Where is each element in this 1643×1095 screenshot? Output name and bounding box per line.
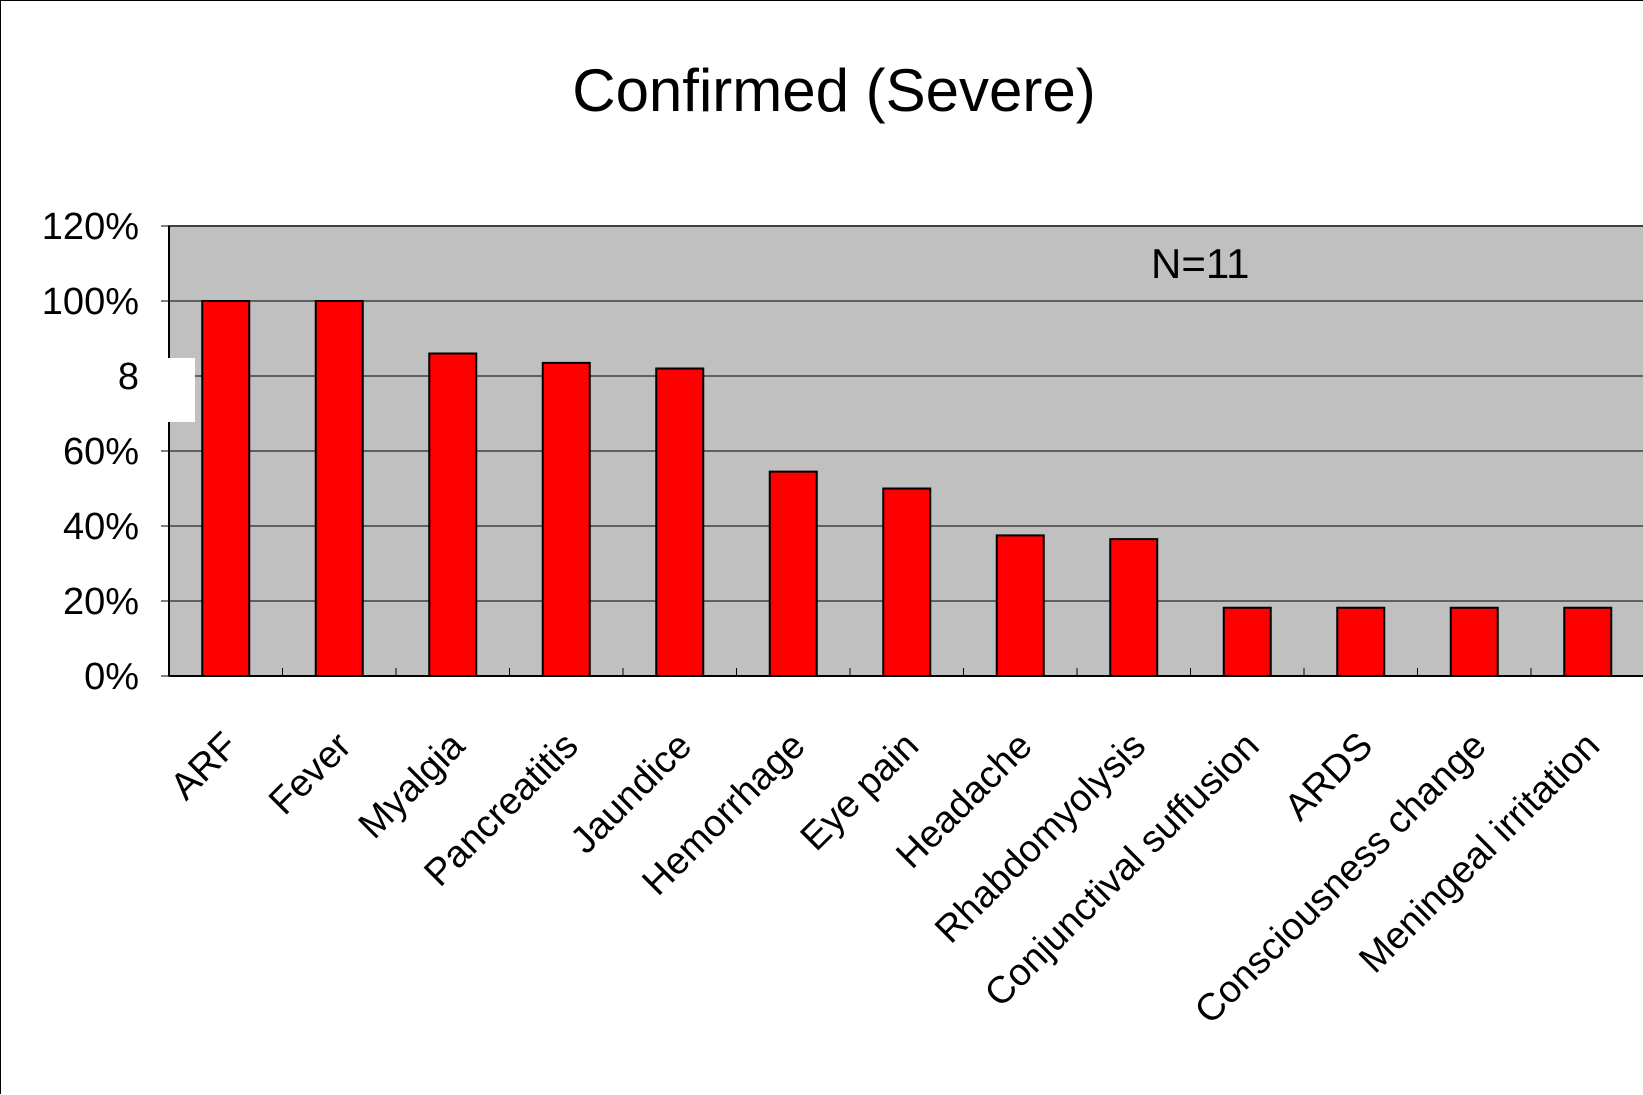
bar <box>314 300 364 677</box>
y-tick-label: 40% <box>63 506 139 548</box>
label-mask <box>139 358 195 422</box>
bar <box>1563 606 1613 677</box>
x-tick-label: ARF <box>163 725 246 808</box>
bar <box>655 367 705 677</box>
bar <box>995 534 1045 677</box>
y-tick-label: 60% <box>63 431 139 473</box>
y-tick-label: 120% <box>42 206 139 248</box>
bar <box>1222 606 1272 677</box>
bar <box>541 361 591 677</box>
bar <box>882 487 932 677</box>
bar <box>428 352 478 677</box>
bars <box>201 300 1613 677</box>
x-axis-ticks: ARF FeverMyalgiaPancreatitisJaundiceHemor… <box>163 668 1608 1032</box>
bar <box>1449 606 1499 677</box>
bar <box>768 470 818 677</box>
sample-size-annotation: N=11 <box>1151 240 1249 287</box>
chart-title: Confirmed (Severe) <box>572 57 1096 124</box>
bar <box>1336 606 1386 677</box>
bar <box>1109 538 1159 677</box>
y-tick-label: 8 <box>118 356 139 398</box>
y-tick-label: 0% <box>84 656 139 698</box>
x-tick-label: Rhabdomyolysis <box>927 725 1154 952</box>
x-tick-label: ARDS <box>1277 725 1381 829</box>
x-tick-label: Fever <box>261 724 360 823</box>
y-tick-label: 20% <box>63 581 139 623</box>
bar <box>201 300 251 677</box>
y-tick-label: 100% <box>42 281 139 323</box>
y-axis-ticks: 0% 20% 40% 60% 8 100% 120% <box>42 206 169 698</box>
